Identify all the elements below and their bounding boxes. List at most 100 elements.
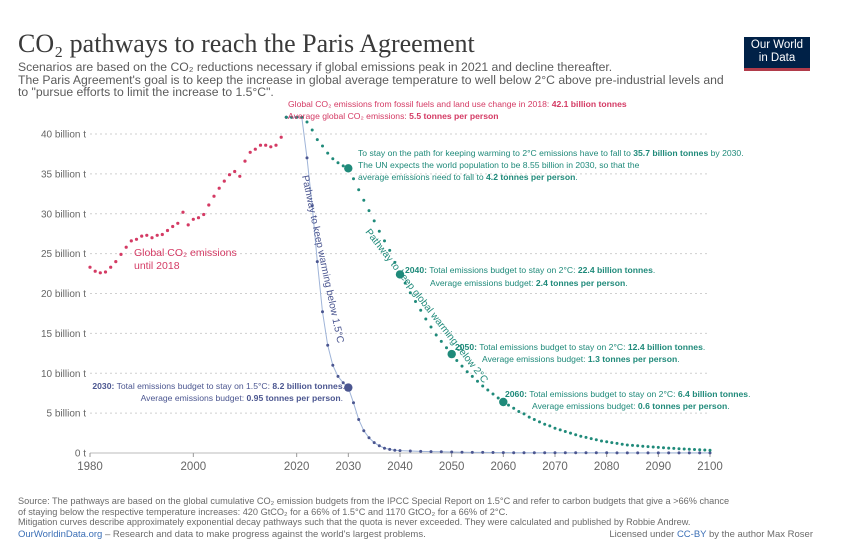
path-2c-point: [651, 445, 655, 449]
y-tick-label: 15 billion t: [41, 329, 86, 340]
historical-point: [181, 210, 185, 214]
path-15c-point: [574, 451, 578, 455]
historical-point: [207, 203, 211, 207]
annotation-2030-2c: The UN expects the world population to b…: [358, 160, 640, 170]
path-2c-point: [491, 392, 495, 396]
path-2c-point: [672, 446, 676, 450]
path-2c-point: [408, 291, 412, 295]
path-15c-point: [687, 451, 691, 455]
annotation-2030-2c: To stay on the path for keeping warming …: [358, 148, 744, 158]
path-2c-point: [512, 406, 516, 410]
historical-point: [88, 265, 92, 269]
historical-point: [191, 217, 195, 221]
historical-point: [217, 186, 221, 190]
owid-logo[interactable]: Our World in Data: [744, 37, 810, 71]
path-2c-point: [424, 317, 428, 321]
historical-point: [93, 269, 97, 273]
path-2c-point: [455, 359, 459, 362]
historical-point: [103, 270, 108, 274]
source-line: Source: The pathways are based on the gl…: [18, 496, 730, 506]
path-15c-point: [625, 451, 629, 455]
path-2c-point: [605, 440, 609, 444]
historical-point: [109, 265, 113, 269]
x-axis-ticks: 1980 2000 2020 2030 2040 2050 2060 2070 2080 2090…: [77, 453, 723, 473]
path-2c-point: [481, 384, 485, 388]
x-tick-label: 2090: [646, 461, 672, 473]
path-15c-point: [331, 363, 335, 367]
historical-point: [269, 145, 273, 149]
path-2c-point: [610, 441, 614, 445]
path-2c-point: [439, 339, 443, 343]
annotation-2030-2c: average emissions need to fall to 4.2 to…: [358, 172, 578, 182]
annotation-2018-per-person: Average global CO₂ emissions: 5.5 tonnes…: [288, 111, 498, 121]
historical-point: [119, 252, 123, 256]
footer-bar: OurWorldinData.org – Research and data t…: [18, 529, 813, 540]
path-15c-point: [677, 451, 681, 455]
path-2c-point: [476, 379, 479, 383]
series-label-15c: Pathway to keep warming below 1.5°C: [299, 174, 345, 344]
site-tagline: – Research and data to make progress aga…: [102, 529, 426, 540]
historical-point: [186, 223, 190, 227]
milestone-marker: [344, 383, 353, 392]
historical-point: [134, 237, 139, 241]
path-15c-point: [543, 451, 547, 455]
historical-point: [258, 143, 263, 147]
y-tick-label: 20 billion t: [41, 289, 86, 300]
path-15c-point: [388, 447, 392, 451]
chart-title: CO₂ pathways to reach the Paris Agreemen…: [18, 29, 475, 58]
path-2c-point: [465, 370, 469, 374]
historical-point: [212, 194, 216, 198]
path-2c-point: [600, 439, 603, 443]
path-15c-point: [532, 451, 536, 455]
y-tick-label: 40 billion t: [41, 130, 86, 141]
path-2c-point: [532, 418, 536, 421]
path-2c-point: [563, 430, 567, 433]
historical-point: [253, 147, 257, 151]
path-15c-point: [305, 156, 309, 160]
x-tick-label: 1980: [77, 461, 103, 473]
path-2c-point: [636, 444, 640, 448]
historical-point: [233, 169, 237, 174]
path-2c-point: [367, 209, 371, 213]
path-2c-point: [284, 115, 288, 119]
path-15c-point: [326, 343, 330, 347]
path-2c-point: [357, 188, 361, 192]
path-15c-point: [667, 451, 671, 455]
logo-line: Our World: [750, 39, 804, 51]
path-2c-point: [579, 434, 583, 438]
historical-label: until 2018: [134, 260, 180, 272]
historical-point: [171, 224, 175, 229]
path-2c-point: [507, 403, 510, 407]
milestone-marker: [344, 164, 353, 173]
path-15c-point: [584, 451, 588, 455]
path-2c-point: [470, 374, 474, 378]
path-15c-point: [383, 446, 386, 450]
path-2c-point: [615, 441, 619, 445]
historical-point: [274, 143, 278, 147]
historical-point: [176, 221, 180, 225]
annotation-2030-15c: Average emissions budget: 0.95 tonnes pe…: [141, 393, 343, 403]
y-tick-label: 25 billion t: [41, 249, 86, 260]
path-2c-point: [656, 445, 660, 449]
site-link[interactable]: OurWorldinData.org: [18, 529, 103, 540]
path-2c-point: [326, 151, 330, 155]
path-2c-point: [517, 410, 521, 413]
annotation-2060: Average emissions budget: 0.6 tonnes per…: [532, 401, 730, 411]
path-2c-point: [341, 164, 345, 168]
path-2c-point: [574, 433, 578, 437]
logo-line: in Data: [758, 52, 796, 64]
path-2c-point: [295, 115, 299, 119]
historical-point: [98, 271, 102, 275]
path-15c-point: [352, 401, 355, 405]
license-link[interactable]: CC-BY: [676, 529, 707, 540]
annotation-2030-15c: 2030: Total emissions budget to stay on …: [92, 381, 345, 391]
path-15c-point: [563, 451, 567, 455]
license-pre: Licensed under: [609, 529, 677, 540]
path-2c-point: [693, 448, 696, 451]
path-2c-point: [429, 325, 433, 329]
path-2c-point: [677, 447, 681, 451]
path-15c-point: [501, 451, 505, 455]
license-note: Licensed under CC-BY by the author Max R…: [609, 529, 813, 540]
subtitle-line: Scenarios are based on the CO₂ reduction…: [18, 60, 613, 74]
annotation-2040: 2040: Total emissions budget to stay on …: [405, 265, 655, 275]
